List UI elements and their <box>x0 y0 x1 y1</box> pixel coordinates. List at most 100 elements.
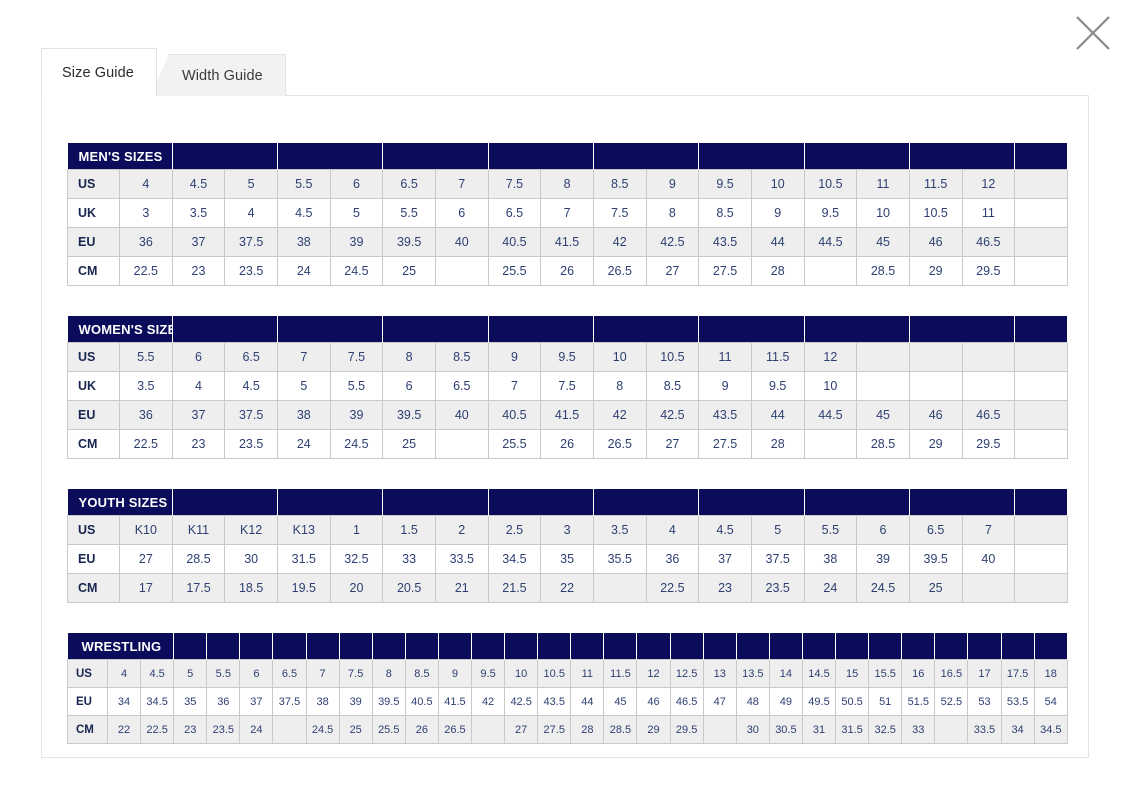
size-cell <box>934 715 969 744</box>
size-cell: 28.5 <box>856 429 910 459</box>
size-cell: 43.5 <box>698 400 752 430</box>
table-header-filler <box>504 633 539 660</box>
size-cell: 45 <box>856 227 910 257</box>
size-cell: 27.5 <box>698 256 752 286</box>
table-header-filler <box>1034 633 1069 660</box>
size-cell: 9.5 <box>471 659 506 688</box>
table-header-filler <box>1001 633 1035 660</box>
size-cell: 27 <box>645 429 700 459</box>
size-cell: 41.5 <box>540 227 594 257</box>
size-cell <box>1014 342 1068 372</box>
size-cell: 39.5 <box>908 544 963 574</box>
size-cell: 40 <box>961 544 1016 574</box>
size-cell: 40.5 <box>404 687 439 716</box>
size-cell: 25.5 <box>371 715 406 744</box>
size-cell: 7.5 <box>487 169 542 199</box>
size-cell: 51.5 <box>901 687 936 716</box>
size-cell: 23 <box>171 429 226 459</box>
tab-size-guide[interactable]: Size Guide <box>41 48 157 96</box>
table-header-filler <box>272 633 307 660</box>
size-cell: 22 <box>540 573 594 603</box>
table-row: EU 34 34.5 35 36 37 37.5 38 39 39.5 40.5 41.5 42 42.5… <box>67 687 1069 716</box>
size-cell: 44.5 <box>803 400 858 430</box>
table-header-filler <box>277 489 384 516</box>
size-cell: 6.5 <box>434 371 489 401</box>
size-cell <box>1014 227 1068 257</box>
size-cell <box>1014 371 1068 401</box>
size-cell: 37.5 <box>224 400 278 430</box>
size-cell: 51 <box>868 687 903 716</box>
size-cell: 23.5 <box>224 256 278 286</box>
size-cell: 9.5 <box>698 169 752 199</box>
size-cell: 31.5 <box>276 544 331 574</box>
size-cell: 10 <box>592 342 647 372</box>
size-cell: 52.5 <box>934 687 969 716</box>
size-cell: 27 <box>119 544 173 574</box>
table-header-filler <box>769 633 803 660</box>
tab-size-guide-label: Size Guide <box>62 64 134 81</box>
size-cell: 48 <box>735 687 770 716</box>
size-cell: K13 <box>276 515 331 545</box>
close-icon <box>1074 14 1112 52</box>
close-button[interactable] <box>1070 10 1116 56</box>
table-header-filler <box>239 633 274 660</box>
size-cell: 6 <box>856 515 910 545</box>
size-cell: 26.5 <box>592 256 647 286</box>
size-cell: 18 <box>1033 659 1069 688</box>
size-cell: 45 <box>856 400 910 430</box>
size-cell: 19.5 <box>276 573 331 603</box>
size-cell: 37 <box>239 687 274 716</box>
size-cell: 28 <box>750 256 805 286</box>
table-header-filler <box>593 316 700 343</box>
size-cell: 6 <box>239 659 274 688</box>
size-cell: 46 <box>908 400 963 430</box>
row-label: CM <box>67 715 108 744</box>
size-cell: 8.5 <box>645 371 700 401</box>
table-header-filler <box>382 143 489 170</box>
size-cell: 44 <box>570 687 605 716</box>
size-cell: K11 <box>171 515 226 545</box>
size-cell: 5 <box>329 198 384 228</box>
size-cell: 25 <box>338 715 373 744</box>
size-cell: 10 <box>504 659 539 688</box>
size-cell: 20 <box>329 573 384 603</box>
size-cell <box>961 342 1016 372</box>
table-header-filler <box>901 633 936 660</box>
size-cell: 10.5 <box>803 169 858 199</box>
size-cell: 33.5 <box>434 544 489 574</box>
size-cell <box>434 429 489 459</box>
size-cell: 28.5 <box>171 544 226 574</box>
size-cell: 4 <box>119 169 173 199</box>
size-cell <box>961 371 1016 401</box>
size-cell: 11.5 <box>908 169 963 199</box>
size-cell: 32.5 <box>329 544 384 574</box>
size-cell: 44.5 <box>803 227 858 257</box>
size-cell: 3.5 <box>592 515 647 545</box>
row-label: US <box>67 342 120 372</box>
size-cell: 25 <box>382 429 436 459</box>
table-title: WRESTLING <box>67 633 175 660</box>
size-cell: 8.5 <box>592 169 647 199</box>
size-cell <box>908 371 963 401</box>
size-cell: 20.5 <box>382 573 436 603</box>
tab-width-guide[interactable]: Width Guide <box>150 54 286 96</box>
table-header-filler <box>703 633 737 660</box>
size-cell <box>1014 429 1068 459</box>
size-cell: 8 <box>371 659 406 688</box>
table-header-filler <box>698 489 805 516</box>
table-row: UK 3 3.5 4 4.5 5 5.5 6 6.5 7 7.5 8 8.5 9 9.5 10 10.5 11 <box>67 198 1068 228</box>
size-cell: 35 <box>173 687 208 716</box>
size-cell: 4.5 <box>224 371 278 401</box>
size-cell: 37 <box>171 227 226 257</box>
size-cell: 42 <box>592 227 647 257</box>
size-cell: 50.5 <box>835 687 870 716</box>
table-header-filler <box>570 633 605 660</box>
size-cell: 6 <box>171 342 226 372</box>
size-cell: 8 <box>645 198 700 228</box>
size-cell: 27.5 <box>537 715 572 744</box>
size-cell: 24 <box>276 429 331 459</box>
table-header-filler <box>1014 143 1068 170</box>
size-cell: 10.5 <box>537 659 572 688</box>
table-row: EU 36 37 37.5 38 39 39.5 40 40.5 41.5 42 42.5 43.5 44… <box>67 400 1068 430</box>
size-cell: 1 <box>329 515 384 545</box>
